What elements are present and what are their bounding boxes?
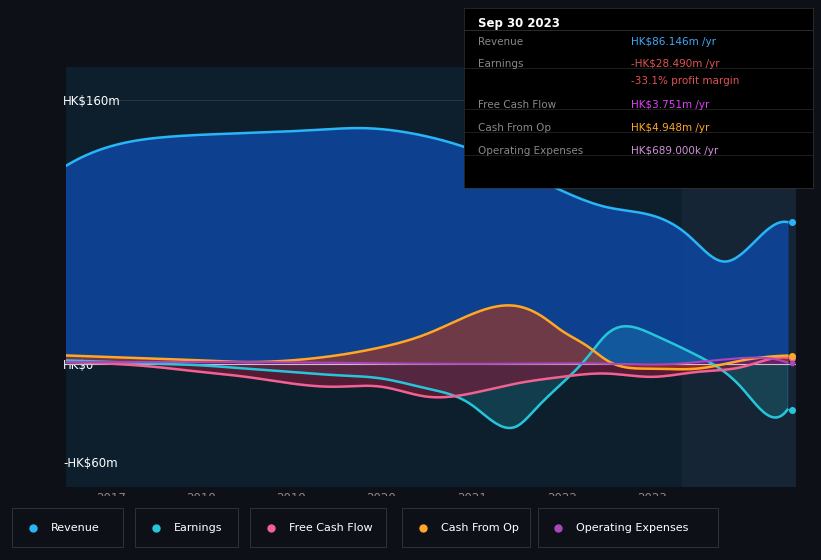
Text: Revenue: Revenue (51, 523, 99, 533)
Text: HK$3.751m /yr: HK$3.751m /yr (631, 100, 709, 110)
Text: Cash From Op: Cash From Op (441, 523, 519, 533)
Text: Operating Expenses: Operating Expenses (576, 523, 689, 533)
Text: Sep 30 2023: Sep 30 2023 (478, 17, 560, 30)
Text: Revenue: Revenue (478, 37, 523, 47)
Text: HK$689.000k /yr: HK$689.000k /yr (631, 146, 718, 156)
Text: Operating Expenses: Operating Expenses (478, 146, 583, 156)
Bar (681, 67, 796, 487)
Text: Earnings: Earnings (174, 523, 222, 533)
Text: -33.1% profit margin: -33.1% profit margin (631, 77, 740, 86)
Text: Free Cash Flow: Free Cash Flow (478, 100, 556, 110)
Text: HK$86.146m /yr: HK$86.146m /yr (631, 37, 717, 47)
Text: HK$4.948m /yr: HK$4.948m /yr (631, 123, 709, 133)
Text: -HK$28.490m /yr: -HK$28.490m /yr (631, 59, 720, 68)
Text: Cash From Op: Cash From Op (478, 123, 551, 133)
Text: Earnings: Earnings (478, 59, 523, 68)
Text: Free Cash Flow: Free Cash Flow (289, 523, 373, 533)
